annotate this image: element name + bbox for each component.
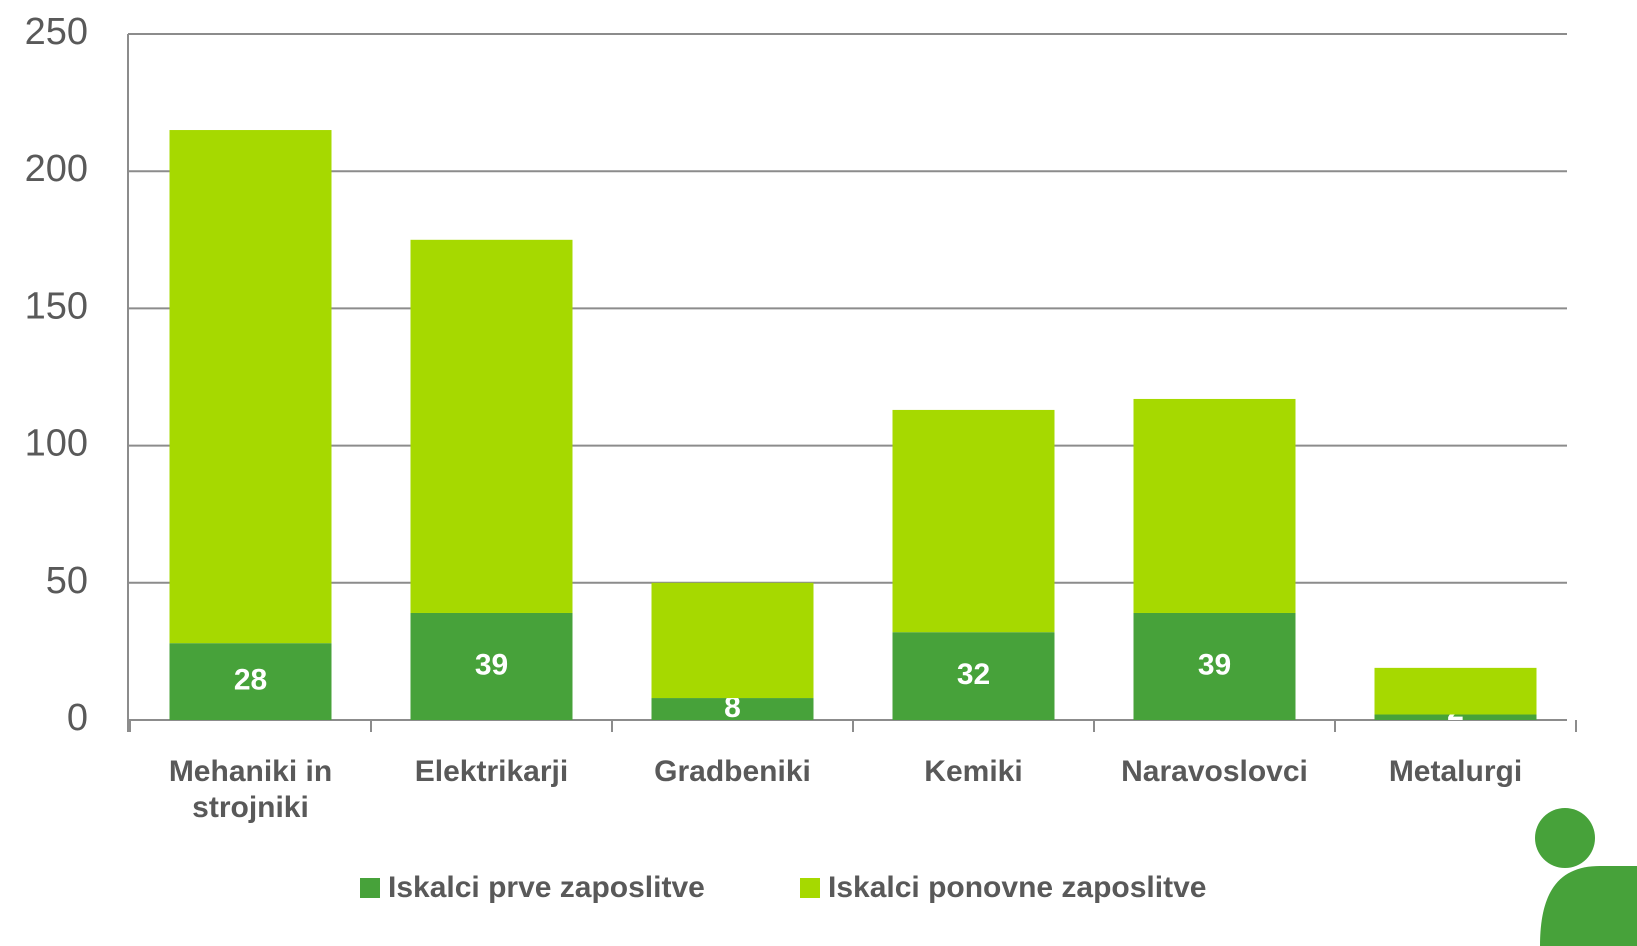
legend-label: Iskalci ponovne zaposlitve: [828, 871, 1206, 904]
bar-segment: [169, 643, 332, 720]
legend-swatch: [360, 878, 380, 898]
bar-segment: [1133, 612, 1296, 720]
bar-segment: [892, 409, 1055, 633]
legend-swatch: [800, 878, 820, 898]
y-tick-label: 50: [46, 560, 88, 602]
logo-body: [1540, 866, 1637, 946]
x-tick-label: Elektrikarji: [414, 755, 569, 788]
data-label: 39: [475, 648, 508, 681]
bar-segment: [410, 612, 573, 720]
bar-segment: [651, 582, 814, 699]
y-tick-label: 0: [67, 697, 88, 739]
x-tick-label: Mehaniki in strojniki: [168, 755, 333, 824]
bar-segment: [892, 632, 1055, 720]
bar-segment: [1374, 714, 1537, 720]
data-label: 28: [234, 664, 267, 697]
bar-segment: [169, 130, 332, 644]
bar-segment: [410, 239, 573, 613]
legend-label: Iskalci prve zaposlitve: [388, 871, 705, 904]
data-label: 8: [724, 691, 741, 724]
x-tick-label: Kemiki: [924, 755, 1023, 788]
x-tick-label: Gradbeniki: [654, 755, 811, 788]
y-tick-label: 250: [25, 11, 88, 53]
bar-segment: [1374, 667, 1537, 715]
bar-segment: [1133, 398, 1296, 613]
y-tick-label: 150: [25, 285, 88, 327]
x-tick-label: Metalurgi: [1388, 755, 1523, 788]
y-tick-label: 200: [25, 148, 88, 190]
x-tick-label: Naravoslovci: [1121, 755, 1308, 788]
bar-segment: [651, 698, 814, 720]
data-label: 32: [957, 658, 990, 691]
logo-head: [1535, 808, 1595, 868]
y-tick-label: 100: [25, 423, 88, 465]
data-label: 39: [1198, 648, 1231, 681]
